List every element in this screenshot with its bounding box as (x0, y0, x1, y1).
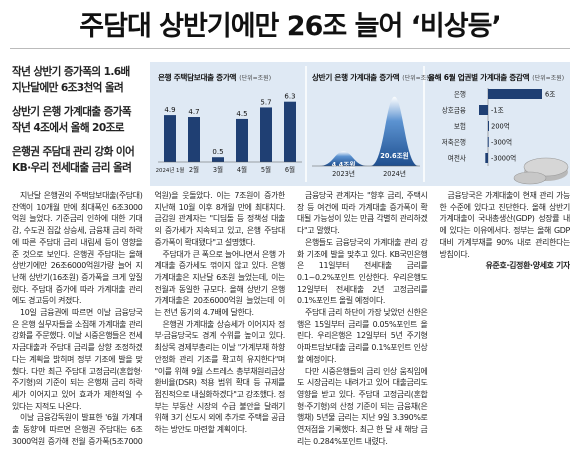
category-label: 저축은행 (442, 138, 466, 147)
paragraph: 은행권 가계대출 상승세가 이어지자 정부·금융당국도 경계 수위를 높이고 있… (154, 319, 286, 435)
subhead-line: KB·우리 전세대출 금리 올려 (12, 162, 132, 174)
paragraph: 다만 시중은행들의 금리 인상 움직임에도 시장금리는 내려가고 있어 대출금리… (297, 366, 428, 446)
x-tick-label: 4월 (237, 165, 247, 174)
subhead: 작년 상반기 증가폭의 1.6배 지난달에만 6조3천억 올려 (12, 64, 150, 96)
category-label: 보험 (454, 123, 466, 131)
subhead-line: 지난달에만 6조3천억 올려 (12, 82, 124, 94)
chart-title: 올해 6월 업권별 가계대출 증감액 (428, 72, 530, 82)
article: 지난달 은행권의 주택담보대출(주담대) 잔액이 10개월 만에 최대폭인 6조… (12, 190, 570, 458)
value-label: 20.6조원 (380, 151, 408, 160)
subhead: 상반기 은행 가계대출 증가폭 작년 4조에서 올해 20조로 (12, 104, 150, 136)
category-label: 상호금융 (442, 106, 466, 115)
bar (164, 115, 176, 162)
chart-unit: (단위=조원) (402, 74, 434, 82)
bar (479, 105, 488, 115)
bar (488, 89, 542, 99)
subhead-line: 작년 4조에서 올해 20조로 (12, 122, 125, 134)
value-label: -1조 (491, 107, 504, 115)
subhead-line: 은행권 주담대 관리 강화 이어 (12, 146, 135, 158)
x-tick-label: 3월 (213, 165, 223, 174)
category-label: 여전사 (448, 154, 466, 163)
paragraph: 주담대 금리 하단이 가장 낮았던 신한은행은 15일부터 금리를 0.05%포… (297, 308, 428, 364)
bar (212, 157, 224, 162)
paragraph: 은행들도 금융당국의 가계대출 관리 강화 기조에 발을 맞추고 있다. KB국… (297, 237, 428, 306)
paragraph: 주담대가 큰 폭으로 늘어나면서 은행 가계대출 증가세도 꺾이지 않고 있다.… (154, 249, 286, 318)
coins (513, 157, 569, 185)
value-label: 4.7 (188, 108, 199, 116)
bar (188, 117, 200, 162)
x-tick-label: 2024년 1월 (156, 166, 185, 174)
paragraph: 10일 금융권에 따르면 이날 금융당국은 은행 실무자들을 소집해 가계대출 … (12, 308, 143, 411)
x-tick-label: 5월 (261, 165, 271, 174)
x-tick-label: 6월 (285, 165, 295, 174)
subhead-line: 상반기 은행 가계대출 증가폭 (12, 106, 132, 118)
bell (319, 151, 368, 166)
bar (485, 153, 488, 163)
chart-title: 상반기 은행 가계대출 증가액 (312, 72, 400, 82)
paragraph: 지난달 은행권의 주택담보대출(주담대) 잔액이 10개월 만에 최대폭인 6조… (12, 191, 143, 306)
rule (10, 48, 570, 49)
value-label: 0.5 (212, 148, 223, 156)
bar (487, 137, 489, 147)
bar (488, 121, 489, 131)
chart-title: 은행 주택담보대출 증가액 (158, 72, 237, 82)
value-label: -300억 (491, 139, 512, 147)
paragraph: 금융당국은 가계대출이 현재 관리 가능한 수준에 있다고 진단한다. 올해 상… (439, 191, 571, 259)
chart-unit: (단위=조원) (532, 74, 564, 82)
subheads: 작년 상반기 증가폭의 1.6배 지난달에만 6조3천억 올려 상반기 은행 가… (12, 64, 150, 184)
byline: 유준호·김정환·양세호 기자 (485, 261, 570, 271)
value-label: 4.4조원 (332, 160, 356, 169)
x-tick-label: 2023년 (332, 169, 355, 178)
paragraph: 이날 금융감독원이 발표한 '6월 가계대출 동향'에 따르면 은행권 주담대는… (12, 191, 285, 446)
x-tick-label: 2월 (189, 165, 199, 174)
paragraph: 금융당국 관계자는 "향후 금리, 주택시장 등 여건에 따라 가계대출 증가폭… (297, 191, 428, 236)
category-label: 은행 (454, 90, 466, 99)
value-label: 6.3 (284, 93, 295, 101)
bar (236, 118, 248, 162)
subhead-line: 작년 상반기 증가폭의 1.6배 (12, 66, 130, 78)
value-label: 6조 (545, 91, 555, 99)
bar (284, 101, 296, 162)
value-label: 200억 (491, 123, 510, 131)
chart-unit: (단위=조원) (239, 74, 271, 82)
value-label: 5.7 (260, 98, 271, 106)
value-label: -3000억 (491, 155, 516, 163)
bar (260, 107, 272, 162)
value-label: 4.5 (236, 110, 247, 118)
value-label: 4.9 (164, 106, 175, 114)
bell (370, 96, 419, 166)
headline: 주담대 상반기에만 26조 늘어 ‘비상등’ (79, 11, 501, 42)
subhead: 은행권 주담대 관리 강화 이어 KB·우리 전세대출 금리 올려 (12, 144, 150, 176)
x-tick-label: 2024년 (383, 169, 406, 178)
